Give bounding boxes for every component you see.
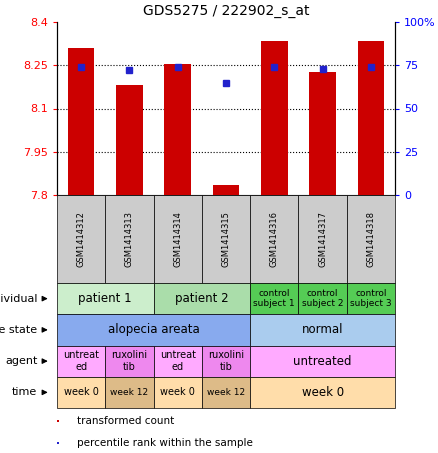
Text: week 0: week 0 bbox=[301, 386, 344, 399]
FancyBboxPatch shape bbox=[154, 195, 202, 283]
Bar bbox=[213, 185, 239, 195]
Text: time: time bbox=[12, 387, 37, 397]
Text: percentile rank within the sample: percentile rank within the sample bbox=[77, 438, 253, 448]
Bar bbox=[68, 48, 95, 195]
Bar bbox=[261, 41, 288, 195]
Text: untreat
ed: untreat ed bbox=[63, 350, 99, 372]
Text: normal: normal bbox=[302, 323, 343, 337]
Bar bbox=[357, 41, 384, 195]
FancyBboxPatch shape bbox=[298, 195, 347, 283]
Text: GSM1414318: GSM1414318 bbox=[366, 211, 375, 267]
Text: week 12: week 12 bbox=[207, 388, 245, 397]
Text: alopecia areata: alopecia areata bbox=[108, 323, 199, 337]
Text: GSM1414313: GSM1414313 bbox=[125, 211, 134, 267]
Bar bbox=[57, 442, 59, 444]
Text: GSM1414315: GSM1414315 bbox=[222, 211, 230, 267]
Text: week 12: week 12 bbox=[110, 388, 148, 397]
Text: GSM1414314: GSM1414314 bbox=[173, 211, 182, 267]
Text: ruxolini
tib: ruxolini tib bbox=[208, 350, 244, 372]
Text: untreat
ed: untreat ed bbox=[160, 350, 196, 372]
Bar bbox=[164, 64, 191, 195]
Text: control
subject 1: control subject 1 bbox=[254, 289, 295, 308]
Text: agent: agent bbox=[5, 356, 37, 366]
FancyBboxPatch shape bbox=[250, 195, 298, 283]
Text: patient 2: patient 2 bbox=[175, 292, 229, 305]
Text: GSM1414317: GSM1414317 bbox=[318, 211, 327, 267]
FancyBboxPatch shape bbox=[347, 195, 395, 283]
Text: patient 1: patient 1 bbox=[78, 292, 132, 305]
Text: week 0: week 0 bbox=[64, 387, 99, 397]
Text: disease state: disease state bbox=[0, 325, 37, 335]
Text: week 0: week 0 bbox=[160, 387, 195, 397]
FancyBboxPatch shape bbox=[57, 195, 105, 283]
Text: transformed count: transformed count bbox=[77, 416, 174, 426]
Text: ruxolini
tib: ruxolini tib bbox=[111, 350, 148, 372]
Bar bbox=[57, 420, 59, 422]
FancyBboxPatch shape bbox=[105, 195, 154, 283]
Text: control
subject 2: control subject 2 bbox=[302, 289, 343, 308]
Text: control
subject 3: control subject 3 bbox=[350, 289, 392, 308]
Text: GSM1414312: GSM1414312 bbox=[77, 211, 86, 267]
Bar bbox=[309, 72, 336, 195]
Bar bbox=[116, 86, 143, 195]
Text: GSM1414316: GSM1414316 bbox=[270, 211, 279, 267]
Text: untreated: untreated bbox=[293, 355, 352, 368]
Text: individual: individual bbox=[0, 294, 37, 304]
FancyBboxPatch shape bbox=[202, 195, 250, 283]
Title: GDS5275 / 222902_s_at: GDS5275 / 222902_s_at bbox=[143, 4, 309, 18]
